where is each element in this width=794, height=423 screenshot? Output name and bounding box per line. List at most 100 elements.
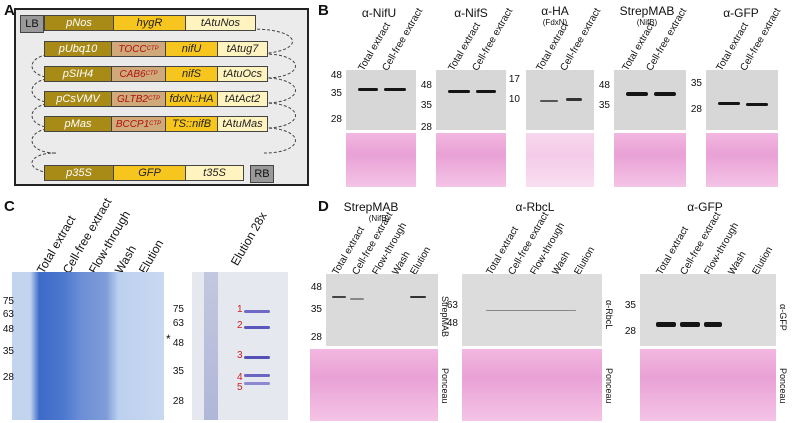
elution-title: Elution 28x (227, 209, 270, 268)
lb-box: LB (20, 15, 44, 33)
target-sub: CTP (146, 46, 159, 52)
mw-marker: 48 (446, 318, 458, 329)
ponceau-stain (310, 349, 438, 421)
side-label: α-GFP (778, 304, 788, 331)
protein-band (654, 92, 676, 96)
target-name: GLTB2 (117, 93, 148, 105)
mw-marker: 75 (172, 304, 184, 315)
terminator: tAtAct2 (218, 91, 268, 107)
band-label: 2 (237, 320, 243, 331)
gene: nifU (166, 41, 218, 57)
gene: GFP (114, 165, 186, 181)
terminator: tAtuOcs (218, 66, 268, 82)
coomassie-gel (12, 272, 164, 420)
western-blot (640, 274, 776, 346)
mw-marker: 35 (420, 100, 432, 111)
construct-row-4: pCsVMV GLTB2 CTP fdxN::HA tAtAct2 (44, 91, 268, 107)
construct-row-3: pSIH4 CAB6 CTP nifS tAtuOcs (44, 66, 268, 82)
protein-band (448, 90, 470, 93)
gene: TS::nifB (166, 116, 218, 132)
blot-title: α-NifU (361, 6, 397, 20)
band-label: 1 (237, 304, 243, 315)
mw-marker: 35 (598, 100, 610, 111)
ponceau-label: Ponceau (440, 368, 450, 404)
target-name: BCCP1 (115, 118, 150, 130)
western-blot (614, 70, 686, 130)
protein-band (656, 322, 676, 327)
mw-marker: 28 (172, 396, 184, 407)
promoter: pSIH4 (44, 66, 112, 82)
protein-band (626, 92, 648, 96)
mw-marker: 63 (446, 300, 458, 311)
mw-marker: 48 (2, 324, 14, 335)
mw-marker: 63 (172, 318, 184, 329)
promoter: p35S (44, 165, 114, 181)
target-peptide: GLTB2 CTP (112, 91, 166, 107)
promoter: pNos (44, 15, 114, 31)
western-blot (462, 274, 602, 346)
panel-label-a: A (4, 2, 15, 19)
mw-marker: 48 (420, 80, 432, 91)
blot-title: α-GFP (687, 200, 723, 214)
mw-marker: 28 (690, 104, 702, 115)
band-label: 5 (237, 382, 243, 393)
mw-marker: 48 (598, 80, 610, 91)
western-blot (436, 70, 506, 130)
construct-row-1: pNos hygR tAtuNos (44, 15, 256, 31)
protein-band (358, 88, 378, 91)
protein-band (244, 356, 270, 359)
blot-title: StrepMAB (619, 4, 675, 18)
ponceau-stain (614, 133, 686, 187)
gene: hygR (114, 15, 186, 31)
panel-label-d: D (318, 198, 329, 215)
ponceau-label: Ponceau (778, 368, 788, 404)
construct-diagram: LB pNos hygR tAtuNos pUbq10 TOCC CTP nifU… (14, 8, 309, 186)
blot-subtitle: (NifB) (368, 214, 390, 223)
target-peptide: TOCC CTP (112, 41, 166, 57)
mw-marker: 35 (310, 304, 322, 315)
target-peptide: CAB6 CTP (112, 66, 166, 82)
blot-subtitle: (FdxN) (542, 18, 568, 27)
western-blot (346, 70, 416, 130)
ponceau-stain (346, 133, 416, 187)
ponceau-stain (436, 133, 506, 187)
target-sub: CTP (149, 121, 162, 127)
mw-marker: 48 (172, 338, 184, 349)
lane-label: Wash (550, 249, 573, 277)
construct-row-5: pMas BCCP1 CTP TS::nifB tAtuMas (44, 116, 268, 132)
protein-band (244, 310, 270, 313)
mw-marker: 35 (2, 346, 14, 357)
terminator: tAtuNos (186, 15, 256, 31)
protein-band (244, 382, 270, 385)
protein-band (566, 98, 582, 101)
band-label: 4 (237, 372, 243, 383)
side-label: α-RbcL (604, 300, 614, 330)
protein-band (718, 102, 740, 105)
gene: fdxN::HA (166, 91, 218, 107)
ladder-lane (204, 272, 218, 420)
protein-band (244, 374, 270, 377)
mw-marker: 35 (330, 88, 342, 99)
mw-marker: 75 (2, 296, 14, 307)
mw-marker: 63 (2, 309, 14, 320)
promoter: pMas (44, 116, 112, 132)
ponceau-stain (706, 133, 778, 187)
ponceau-label: Ponceau (604, 368, 614, 404)
protein-band (540, 100, 558, 102)
protein-band (410, 296, 426, 298)
panel-label-b: B (318, 2, 329, 19)
target-name: TOCC (118, 43, 147, 55)
mw-marker: 28 (310, 332, 322, 343)
protein-band (384, 88, 406, 91)
target-sub: CTP (147, 96, 160, 102)
ponceau-stain (640, 349, 776, 421)
target-name: CAB6 (119, 68, 146, 80)
protein-band (680, 322, 700, 327)
protein-band (704, 322, 722, 327)
western-blot (706, 70, 778, 130)
blot-title: α-RbcL (515, 200, 555, 214)
mw-marker: 35 (624, 300, 636, 311)
band-label: 3 (237, 350, 243, 361)
mw-marker: 17 (508, 74, 520, 85)
mw-marker: 48 (310, 282, 322, 293)
